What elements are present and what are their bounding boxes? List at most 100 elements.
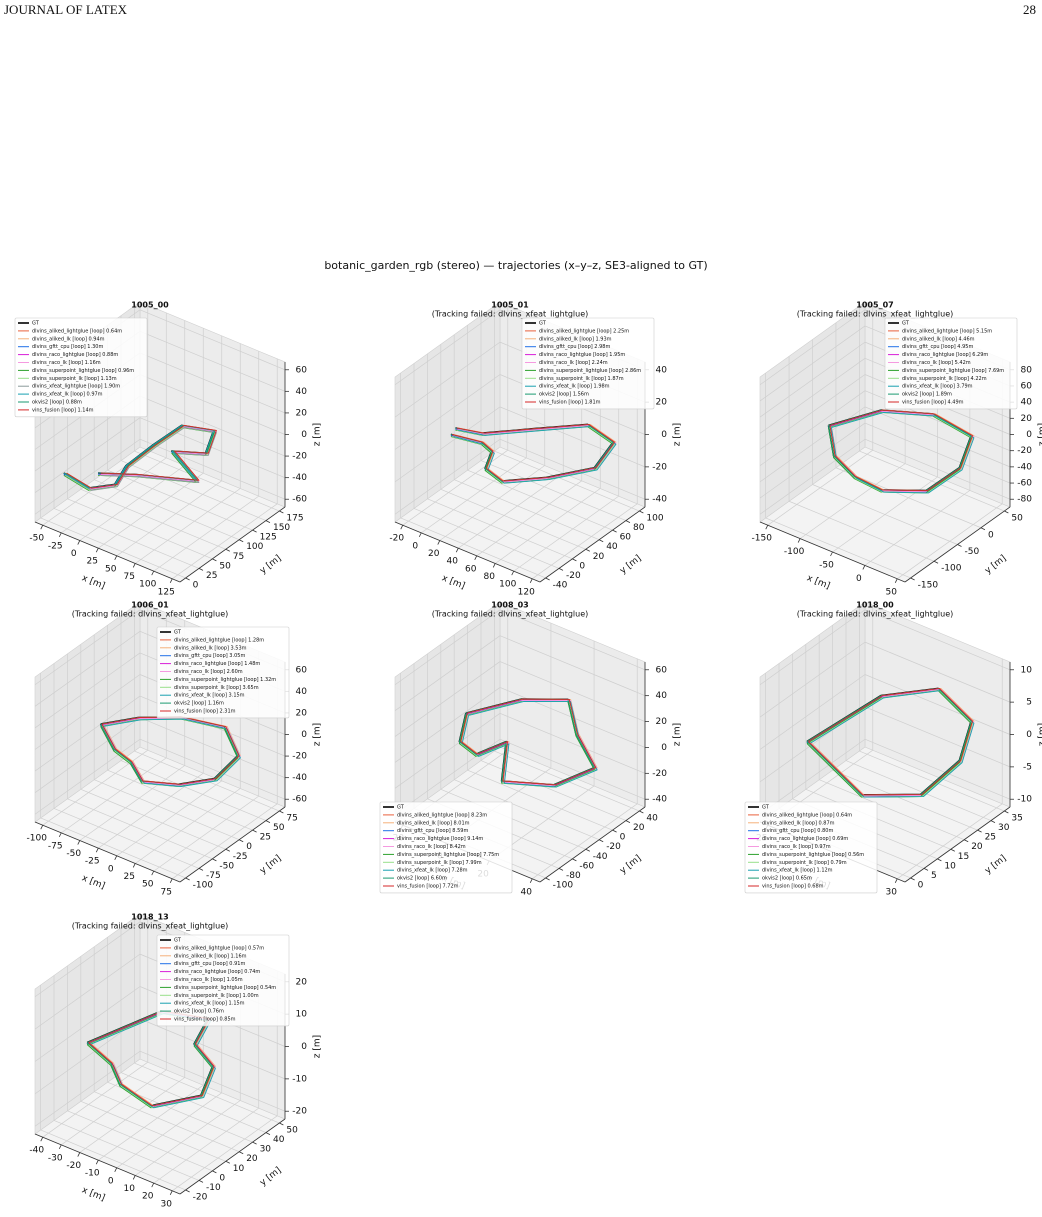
legend-label: dlvins_xfeat_lk [loop] 0.97m — [32, 392, 103, 398]
subplot: -2002040-100-80-60-40-20020406040200-20-… — [379, 601, 683, 897]
x-tick-label: 100 — [139, 580, 156, 590]
z-axis-label: z [m] — [673, 723, 683, 746]
y-tick-label: 0 — [620, 833, 626, 843]
grid-line — [864, 438, 1011, 500]
y-axis-label: y [m] — [258, 1166, 283, 1189]
tick-mark — [114, 1167, 118, 1173]
trajectory — [66, 427, 217, 491]
subplot: 2530051015202530351050-5-10x [m]y [m]z [… — [744, 601, 1042, 897]
legend-label: dlvins_superpoint_lk [loop] 1.00m — [174, 993, 259, 999]
legend-label: dlvins_raco_lk [loop] 8.42m — [397, 844, 466, 850]
subplot-subtitle: (Tracking failed: dlvins_xfeat_lightglue… — [797, 610, 954, 619]
y-tick-label: 0 — [246, 842, 252, 852]
legend-label: dlvins_raco_lightglue [loop] 1.48m — [174, 661, 260, 667]
tick-mark — [225, 1160, 230, 1164]
tick-mark — [639, 510, 644, 514]
tick-mark — [265, 820, 271, 823]
tick-mark — [95, 847, 99, 853]
z-tick-label: -40 — [1017, 462, 1032, 472]
tick-mark — [639, 810, 644, 814]
subplot-subtitle: (Tracking failed: dlvins_xfeat_lightglue… — [797, 310, 954, 319]
legend-box — [744, 801, 878, 894]
legend-label: okvis2 [loop] 0.88m — [32, 400, 82, 406]
x-tick-label: 125 — [158, 587, 175, 597]
tick-mark — [279, 1122, 284, 1126]
x-tick-label: 0 — [856, 574, 862, 584]
x-tick-label: -20 — [66, 1161, 81, 1171]
trajectory — [809, 690, 975, 798]
y-axis — [179, 806, 286, 883]
z-tick-label: 0 — [1026, 730, 1032, 740]
legend-label: dlvins_raco_lightglue [loop] 0.88m — [32, 352, 118, 358]
y-tick-label: -10 — [206, 1183, 221, 1193]
legend-box — [521, 317, 655, 410]
grid-line — [139, 374, 286, 435]
z-tick-label: -60 — [292, 795, 307, 805]
grid-line — [135, 788, 241, 864]
grid-line — [788, 500, 935, 562]
y-tick-label: 75 — [233, 552, 244, 562]
grid-line — [34, 652, 141, 729]
tick-mark — [545, 877, 550, 881]
x-tick-label: -30 — [48, 1153, 63, 1163]
legend-label: dlvins_raco_lightglue [loop] 0.69m — [762, 836, 848, 842]
grid-line — [859, 750, 1005, 812]
grid-line — [394, 374, 501, 450]
grid-line — [40, 1129, 186, 1191]
legend-label: dlvins_gftt_cpu [loop] 3.05m — [174, 653, 245, 659]
z-tick-label: 40 — [656, 691, 668, 701]
z-tick-label: -10 — [292, 1074, 307, 1084]
legend-label: dlvins_aliked_lightglue [loop] 2.25m — [539, 328, 629, 334]
y-tick-label: -80 — [566, 871, 581, 881]
grid-line — [42, 1061, 148, 1138]
z-tick-label: 0 — [301, 730, 307, 740]
grid-line — [759, 374, 866, 450]
grid-line — [845, 760, 992, 821]
legend-label: vins_fusion [loop] 2.31m — [174, 709, 236, 715]
z-tick-label: 40 — [296, 687, 308, 697]
x-axis-label: x [m] — [80, 1185, 106, 1203]
grid-line — [80, 788, 226, 850]
grid-line — [94, 479, 240, 541]
grid-line — [135, 1100, 241, 1176]
grid-line — [394, 713, 501, 789]
x-tick-label: 20 — [142, 1192, 154, 1202]
grid-line — [40, 817, 186, 879]
grid-line — [476, 480, 582, 557]
x-tick-label: 0 — [412, 541, 418, 551]
tick-mark — [933, 560, 939, 564]
grid-line — [53, 1120, 200, 1181]
grid-line — [499, 438, 646, 500]
subplot-title: 1018_13 — [131, 913, 168, 922]
y-tick-label: -100 — [553, 880, 574, 890]
tick-mark — [114, 555, 118, 561]
tick-mark — [40, 1137, 44, 1142]
legend-label: okvis2 [loop] 0.76m — [174, 1009, 224, 1015]
x-tick-label: -50 — [819, 561, 834, 571]
z-axis-label: z [m] — [673, 423, 683, 446]
z-tick-label: 10 — [1021, 665, 1033, 675]
legend-label: dlvins_xfeat_lk [loop] 1.12m — [762, 868, 833, 874]
grid-line — [34, 1050, 141, 1127]
x-tick-label: 25 — [124, 872, 135, 882]
grid-line — [864, 641, 1011, 703]
z-tick-label: -60 — [292, 495, 307, 505]
y-tick-label: 100 — [246, 542, 263, 552]
grid-line — [759, 438, 866, 515]
grid-line — [67, 1110, 213, 1172]
y-tick-label: -50 — [965, 547, 980, 557]
subplot: -20020406080100120-40-200204060801004020… — [389, 301, 682, 598]
z-tick-label: -20 — [1017, 446, 1032, 456]
grid-line — [120, 460, 267, 521]
legend-label: dlvins_xfeat_lk [loop] 1.98m — [539, 384, 610, 390]
grid-line — [116, 780, 222, 857]
x-axis — [394, 521, 541, 583]
legend-label: dlvins_aliked_lightglue [loop] 8.23m — [397, 812, 487, 818]
tick-mark — [252, 1141, 257, 1145]
y-tick-label: 10 — [944, 861, 956, 871]
tick-mark — [585, 548, 590, 552]
grid-line — [134, 1062, 280, 1124]
x-tick-label: -100 — [784, 547, 805, 557]
tick-mark — [765, 525, 769, 530]
grid-line — [79, 1077, 185, 1153]
